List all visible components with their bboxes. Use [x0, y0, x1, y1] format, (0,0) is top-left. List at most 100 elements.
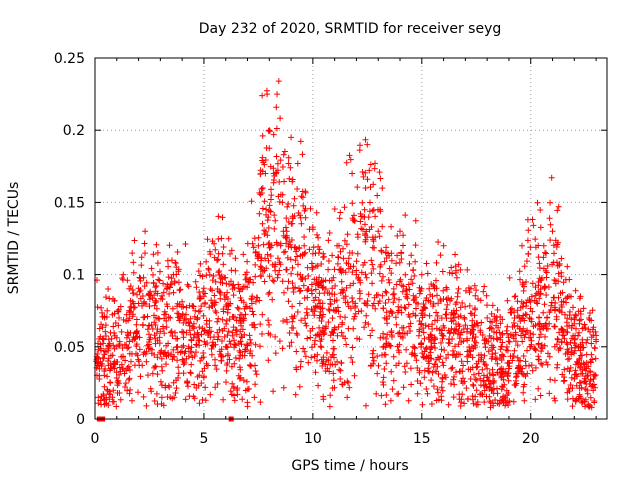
- data-point: [115, 308, 121, 315]
- data-point: [193, 341, 200, 348]
- data-point: [562, 276, 569, 283]
- data-point: [559, 371, 566, 378]
- data-point: [436, 356, 443, 363]
- data-point: [97, 397, 104, 404]
- data-point: [195, 308, 202, 315]
- data-point: [408, 276, 415, 283]
- data-point: [191, 395, 198, 402]
- data-point: [242, 311, 249, 318]
- data-point: [152, 297, 159, 304]
- data-point: [394, 252, 401, 259]
- data-point: [331, 345, 338, 352]
- data-point: [227, 251, 233, 257]
- data-point: [357, 142, 363, 149]
- data-point: [188, 337, 195, 344]
- data-point: [481, 283, 488, 290]
- data-point: [250, 321, 257, 328]
- data-point: [165, 352, 172, 359]
- data-point: [109, 352, 116, 359]
- data-point: [402, 212, 409, 219]
- data-point: [354, 231, 361, 238]
- data-point: [483, 362, 489, 369]
- data-point: [113, 403, 120, 410]
- data-point: [506, 274, 513, 281]
- data-point: [532, 396, 539, 403]
- data-point: [591, 371, 597, 378]
- data-point: [299, 276, 306, 282]
- data-point: [363, 228, 370, 235]
- data-point: [176, 287, 183, 294]
- data-point: [227, 341, 234, 347]
- data-point: [367, 199, 373, 206]
- data-point: [225, 328, 232, 335]
- data-point: [561, 335, 568, 342]
- data-point: [587, 378, 594, 384]
- data-point: [281, 148, 288, 155]
- data-point: [236, 355, 243, 362]
- data-point: [259, 205, 266, 212]
- data-point: [410, 266, 417, 273]
- data-point: [470, 381, 476, 388]
- data-point: [471, 321, 478, 328]
- data-point: [572, 287, 579, 294]
- data-point: [346, 152, 353, 159]
- data-point: [399, 330, 406, 337]
- data-point: [537, 326, 543, 333]
- data-point: [229, 329, 236, 336]
- data-point: [568, 316, 575, 323]
- data-point: [252, 261, 259, 268]
- data-point: [380, 305, 387, 312]
- data-point: [394, 343, 401, 350]
- data-point: [171, 279, 178, 286]
- data-point: [240, 251, 247, 258]
- data-point: [581, 375, 588, 382]
- data-point: [220, 308, 227, 315]
- data-point: [267, 253, 274, 259]
- data-point: [406, 323, 412, 330]
- data-point: [151, 398, 158, 404]
- data-point: [500, 353, 507, 360]
- data-point: [187, 331, 194, 338]
- data-point: [131, 336, 138, 343]
- data-point: [510, 398, 517, 405]
- data-point: [231, 392, 237, 399]
- data-point: [446, 269, 453, 276]
- data-point: [378, 277, 385, 284]
- data-point: [385, 276, 392, 283]
- data-point: [371, 244, 378, 251]
- data-point: [289, 280, 296, 287]
- data-point: [242, 276, 249, 283]
- data-point: [393, 281, 400, 288]
- data-point: [286, 330, 293, 336]
- data-point: [252, 368, 259, 374]
- data-point: [305, 286, 312, 292]
- data-point: [549, 228, 556, 235]
- data-point: [577, 293, 584, 300]
- data-point: [214, 336, 221, 343]
- data-point: [555, 294, 562, 301]
- data-point: [568, 374, 575, 381]
- data-point: [296, 383, 303, 390]
- data-point: [135, 358, 142, 365]
- data-point: [371, 294, 378, 301]
- data-point: [465, 352, 472, 359]
- data-point: [427, 291, 434, 298]
- data-point: [405, 281, 412, 288]
- data-point: [237, 328, 244, 335]
- data-point: [225, 235, 232, 242]
- x-tick-label: 15: [413, 431, 431, 447]
- data-point: [302, 249, 309, 256]
- data-point: [267, 208, 274, 215]
- data-point: [383, 244, 390, 251]
- data-point: [308, 287, 315, 294]
- data-point: [111, 365, 118, 372]
- data-point: [342, 293, 349, 300]
- data-point: [220, 244, 227, 250]
- data-point: [512, 329, 519, 336]
- data-point: [338, 329, 345, 336]
- data-point: [383, 289, 390, 296]
- data-point: [297, 212, 303, 219]
- data-point: [398, 256, 405, 262]
- data-point: [477, 375, 484, 382]
- data-point: [489, 353, 496, 360]
